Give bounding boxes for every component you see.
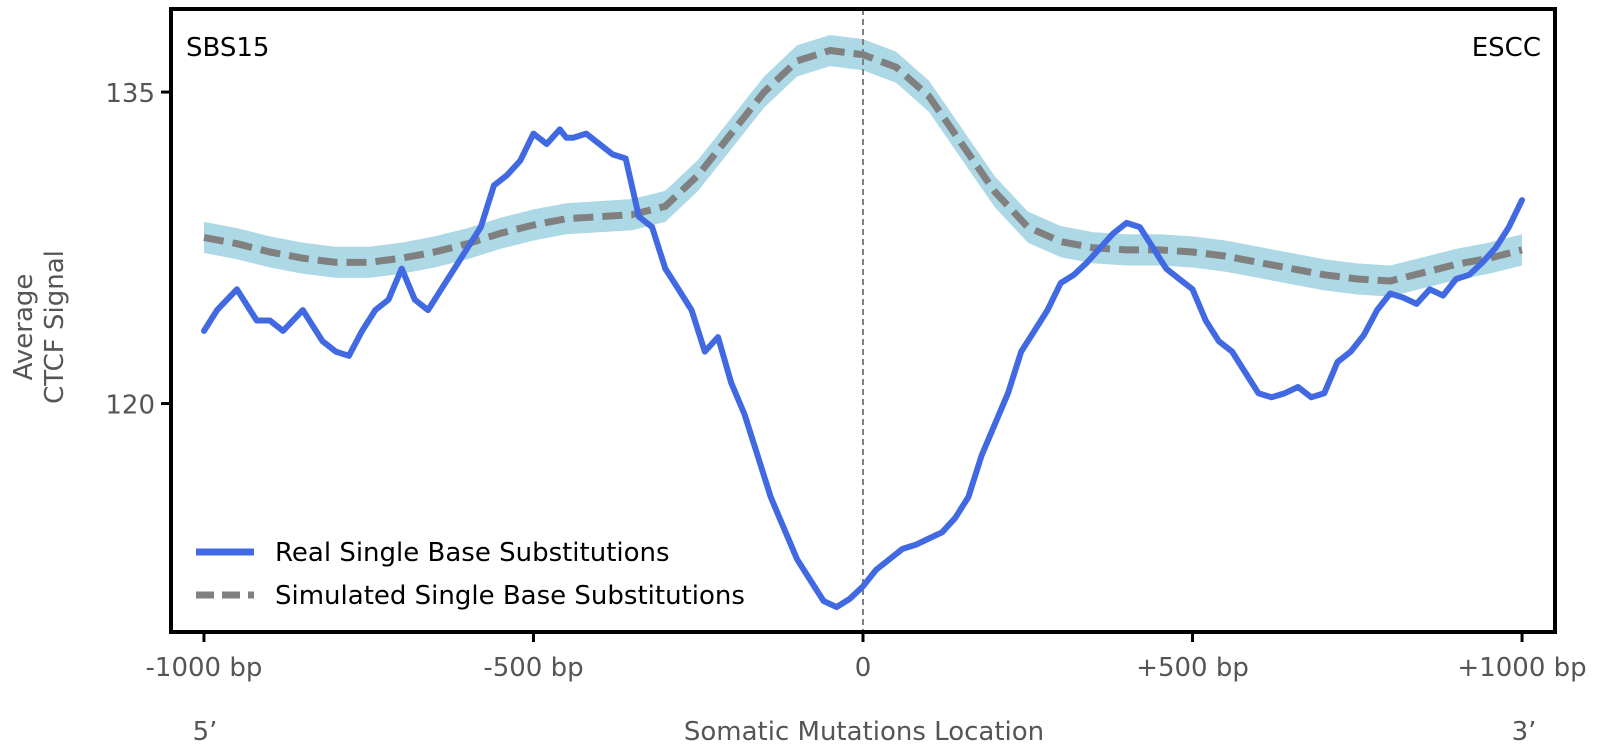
simulated-confidence-band — [204, 35, 1522, 297]
corner-label-signature: SBS15 — [186, 33, 269, 63]
x-tick-label: 0 — [855, 653, 872, 683]
x-tick-label: +500 bp — [1136, 653, 1249, 683]
three-prime-label: 3’ — [1512, 717, 1537, 747]
legend: Real Single Base Substitutions Simulated… — [196, 538, 745, 611]
y-axis-title-line2: CTCF Signal — [40, 250, 70, 404]
five-prime-label: 5’ — [193, 717, 218, 747]
y-tick-label: 120 — [105, 391, 155, 421]
legend-label-simulated: Simulated Single Base Substitutions — [275, 581, 745, 611]
x-tick-label: +1000 bp — [1457, 653, 1586, 683]
corner-label-cancer-type: ESCC — [1472, 33, 1541, 63]
ticks-layer: -1000 bp -500 bp 0 +500 bp +1000 bp 120 135 — [105, 79, 1586, 683]
legend-label-real: Real Single Base Substitutions — [275, 538, 670, 568]
x-axis-title: Somatic Mutations Location — [684, 717, 1044, 747]
y-axis-title-line1: Average — [9, 274, 39, 381]
series-line-simulated — [203, 47, 1523, 285]
series-line-real — [201, 126, 1525, 611]
y-tick-label: 135 — [105, 79, 155, 109]
series-layer — [201, 47, 1525, 611]
x-tick-label: -500 bp — [483, 653, 583, 683]
simulated-confidence-band-layer — [204, 35, 1522, 297]
x-tick-label: -1000 bp — [146, 653, 263, 683]
